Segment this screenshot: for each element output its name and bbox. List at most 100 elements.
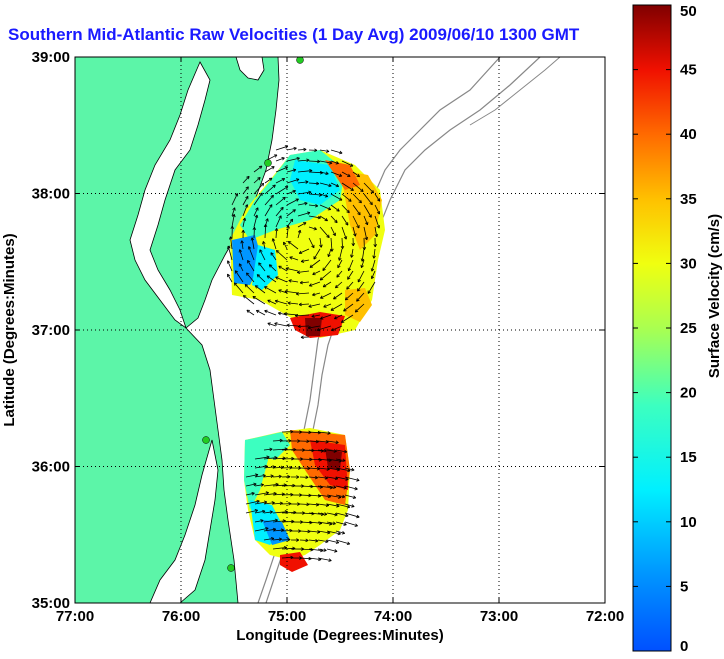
velocity-arrow-head (376, 211, 381, 215)
grid-lines (75, 57, 605, 603)
velocity-arrow (320, 314, 332, 320)
velocity-arrow (275, 145, 288, 151)
velocity-arrow (285, 267, 299, 272)
velocity-arrow-head (314, 475, 318, 480)
y-tick-label: 39:00 (32, 49, 70, 66)
velocity-arrow-head (297, 324, 301, 329)
velocity-arrow-head (277, 311, 282, 316)
velocity-arrow (331, 325, 343, 331)
station-marker (202, 436, 210, 444)
velocity-arrow (272, 502, 283, 505)
velocity-arrow (335, 512, 349, 517)
velocity-arrow-head (356, 514, 360, 519)
velocity-arrow (308, 171, 323, 174)
velocity-arrow-head (315, 439, 319, 444)
velocity-arrow-head (374, 233, 379, 238)
velocity-arrow (272, 547, 287, 550)
velocity-arrow-head (338, 257, 342, 261)
velocity-arrow-head (343, 486, 347, 490)
velocity-arrow (295, 314, 310, 317)
velocity-arrow-head (264, 309, 268, 314)
velocity-arrow-head (347, 276, 351, 280)
velocity-arrow (308, 193, 322, 196)
velocity-arrow (254, 474, 266, 478)
velocity-arrow (253, 182, 264, 195)
velocity-arrow-head (343, 308, 347, 312)
velocity-arrow (319, 215, 328, 222)
velocity-arrow (286, 157, 300, 162)
velocity-arrow (253, 192, 263, 206)
x-axis-label: Longitude (Degrees:Minutes) (236, 627, 444, 644)
velocity-arrow-head (242, 295, 247, 299)
velocity-arrow (300, 281, 310, 284)
velocity-arrow-head (245, 195, 249, 200)
velocity-arrow-head (295, 178, 300, 182)
velocity-arrow (231, 207, 236, 217)
velocity-arrow-head (269, 204, 273, 208)
station-marker (227, 564, 235, 572)
velocity-arrow-head (288, 279, 292, 283)
velocity-arrow-head (316, 181, 320, 186)
velocity-arrow (227, 260, 233, 272)
velocity-arrow (262, 241, 266, 250)
velocity-arrow (308, 530, 320, 533)
velocity-arrow (275, 276, 288, 283)
velocity-arrow (341, 215, 349, 226)
velocity-arrow-head (328, 183, 332, 188)
velocity-arrow (308, 485, 323, 488)
velocity-arrow-head (255, 309, 260, 314)
velocity-arrow (289, 256, 299, 261)
velocity-arrow (330, 171, 343, 177)
velocity-arrow (341, 226, 347, 240)
velocity-arrow-head (262, 473, 266, 478)
velocity-arrow-head (314, 148, 318, 153)
velocity-arrow (335, 539, 350, 545)
velocity-arrow-head (334, 219, 338, 224)
velocity-arrow-head (338, 173, 343, 177)
velocity-arrow-head (244, 284, 249, 288)
velocity-arrow (312, 270, 321, 275)
velocity-arrow-head (334, 316, 338, 320)
velocity-arrow (297, 230, 301, 239)
velocity-arrow-head (326, 234, 330, 239)
velocity-arrow-head (274, 322, 278, 326)
velocity-arrow-head (296, 270, 301, 274)
velocity-arrow-head (313, 226, 317, 231)
velocity-arrow (344, 494, 356, 499)
velocity-arrow (301, 259, 310, 262)
velocity-arrow-head (286, 225, 290, 229)
velocity-arrow-head (274, 299, 279, 304)
colorbar-tick-label: 0 (680, 638, 688, 655)
velocity-arrow (371, 270, 376, 279)
colorbar-tick-label: 10 (680, 514, 697, 531)
velocity-arrow (297, 148, 307, 151)
station-marker (264, 159, 272, 167)
velocity-arrow-head (256, 499, 260, 504)
velocity-arrow-head (315, 502, 320, 507)
velocity-arrow-head (275, 276, 279, 280)
velocity-arrow-head (323, 448, 327, 453)
velocity-arrow-head (364, 236, 369, 241)
velocity-arrow-head (230, 225, 235, 229)
velocity-arrow-head (278, 215, 282, 219)
velocity-arrow (299, 521, 313, 524)
velocity-arrow (254, 510, 266, 514)
velocity-arrow-head (297, 229, 302, 234)
velocity-arrow-head (278, 537, 283, 542)
velocity-arrow (344, 503, 355, 507)
velocity-arrows-south (245, 429, 360, 562)
velocity-arrow-head (334, 512, 338, 517)
velocity-arrow (266, 275, 277, 283)
velocity-arrow (267, 299, 277, 305)
velocity-arrow (308, 539, 319, 542)
velocity-arrow-head (279, 501, 283, 506)
velocity-arrow-head (335, 183, 340, 188)
velocity-arrow-head (253, 482, 257, 487)
velocity-arrow-head (250, 237, 255, 241)
velocity-arrow (374, 215, 380, 229)
velocity-arrow (337, 259, 343, 268)
velocity-arrow (245, 500, 260, 505)
velocity-arrow-head (346, 209, 350, 214)
velocity-arrow (319, 270, 332, 281)
